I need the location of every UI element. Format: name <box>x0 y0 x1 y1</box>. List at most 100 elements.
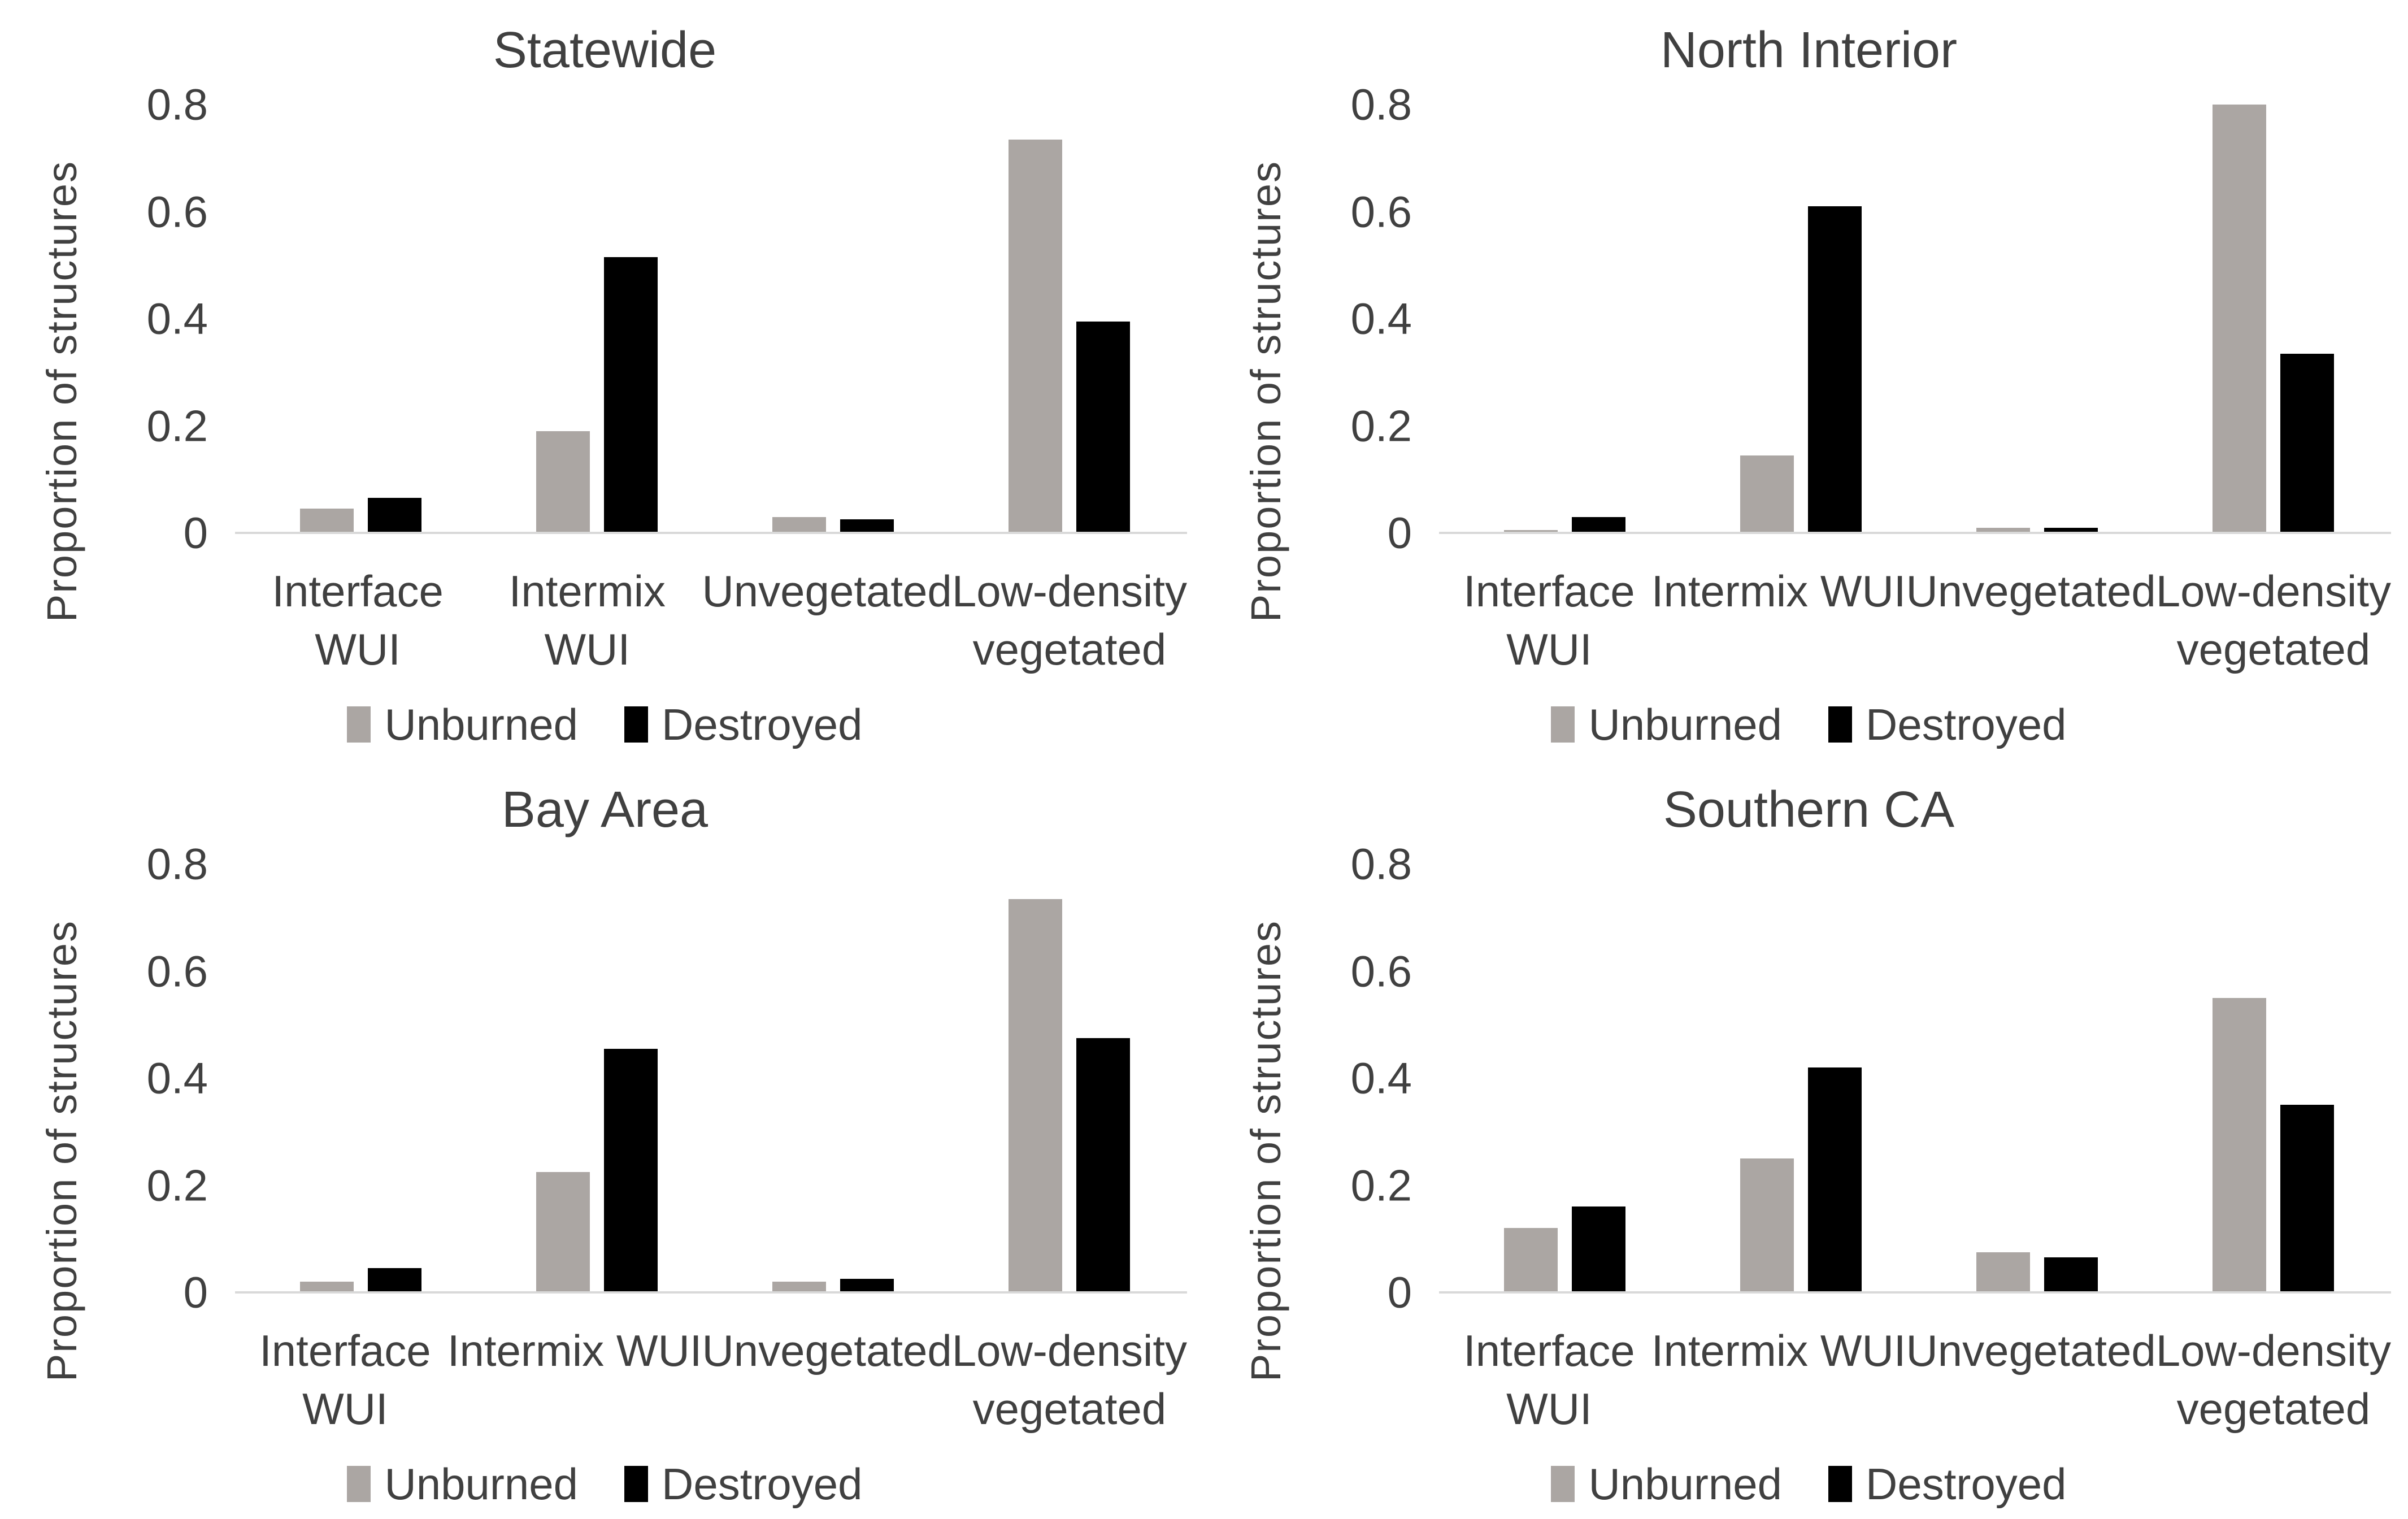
y-axis-title-text: Proportion of structures <box>38 160 86 623</box>
y-tick-label: 0.4 <box>146 1053 208 1103</box>
y-tick-label: 0 <box>1387 507 1412 558</box>
legend-label: Unburned <box>1588 699 1783 749</box>
labels-row: Interface WUI Intermix WUI Unvegetated Low-d… <box>102 1322 1187 1438</box>
legend-swatch-unburned-icon <box>347 1466 371 1503</box>
y-tick-label: 0.8 <box>146 839 208 889</box>
chart-main: Proportion of structures 0.8 0.6 0.4 0.2 0 I… <box>23 839 1187 1438</box>
bar-group-unvegetated <box>715 864 951 1292</box>
y-tick-labels: 0.8 0.6 0.4 0.2 0 <box>1306 80 1447 558</box>
bar-unburned-interface-wui <box>1504 530 1558 533</box>
y-tick-labels: 0.8 0.6 0.4 0.2 0 <box>102 839 243 1317</box>
category-label-line: WUI <box>315 624 401 674</box>
category-label-intermix-wui: Intermix WUI <box>447 1322 702 1438</box>
y-tick-label: 0.8 <box>1350 79 1412 129</box>
labels-spacer <box>1306 1322 1447 1438</box>
bar-unburned-interface-wui <box>300 509 354 533</box>
y-tick-label: 0.2 <box>146 1160 208 1210</box>
plot-area <box>243 105 1187 533</box>
y-axis-title: Proportion of structures <box>23 105 102 679</box>
legend-swatch-unburned-icon <box>1551 1466 1575 1503</box>
chart-title: Bay Area <box>501 782 709 838</box>
bar-destroyed-low-density-vegetated <box>1076 321 1130 533</box>
category-label-line: Interface <box>1463 1326 1635 1375</box>
y-tick-label: 0.2 <box>1350 401 1412 450</box>
bar-group-intermix-wui <box>1683 864 1919 1292</box>
bar-group-intermix-wui <box>1683 105 1919 533</box>
plot-row: 0.8 0.6 0.4 0.2 0 <box>102 839 1187 1317</box>
y-tick-label: 0.6 <box>146 946 208 996</box>
chart-main: Proportion of structures 0.8 0.6 0.4 0.2 0 I… <box>23 80 1188 679</box>
category-label-interface-wui: Interface WUI <box>1447 562 1651 679</box>
labels-row: Interface WUI Intermix WUI Unvegetated Low-d… <box>1306 1322 2391 1438</box>
y-tick-label: 0.4 <box>1350 1053 1412 1103</box>
bar-group-interface-wui <box>243 864 479 1292</box>
legend-label: Unburned <box>1588 1459 1783 1509</box>
category-label-unvegetated: Unvegetated <box>702 1322 951 1438</box>
legend-label: Destroyed <box>1866 1459 2067 1509</box>
bar-destroyed-interface-wui <box>368 498 422 533</box>
bar-group-low-density-vegetated <box>2155 105 2391 533</box>
category-label-line: WUI <box>1506 624 1592 674</box>
legend-label: Destroyed <box>1866 699 2067 749</box>
category-label-low-density-vegetated: Low-density vegetated <box>952 562 1187 679</box>
labels-row: Interface WUI Intermix WUI Unvegetated Low-de… <box>102 562 1187 679</box>
legend: Unburned Destroyed <box>1227 1459 2391 1510</box>
chart-main: Proportion of structures 0.8 0.6 0.4 0.2 0 I… <box>1227 839 2391 1438</box>
legend-swatch-destroyed-icon <box>624 706 649 743</box>
category-label-low-density-vegetated: Low-density vegetated <box>952 1322 1187 1438</box>
x-axis-line <box>235 1291 1187 1294</box>
labels-row: Interface WUI Intermix WUI Unvegetated Low-d… <box>1306 562 2391 679</box>
bar-unburned-intermix-wui <box>536 1171 590 1292</box>
bar-group-low-density-vegetated <box>951 864 1187 1292</box>
legend: Unburned Destroyed <box>23 699 1187 750</box>
y-axis-title: Proportion of structures <box>1227 105 1306 679</box>
bar-unburned-unvegetated <box>772 1282 826 1292</box>
category-label-line: vegetated <box>972 1383 1167 1434</box>
bar-group-unvegetated <box>715 105 951 533</box>
category-label-line: Low-density <box>2155 566 2391 616</box>
bar-group-interface-wui <box>1447 864 1683 1292</box>
bar-group-interface-wui <box>1447 105 1683 533</box>
category-label-line: WUI <box>544 624 631 674</box>
bar-unburned-intermix-wui <box>1740 1158 1794 1292</box>
category-label-line: Intermix <box>508 566 666 616</box>
y-axis-title: Proportion of structures <box>23 864 102 1438</box>
category-label-low-density-vegetated: Low-density vegetated <box>2156 562 2391 679</box>
category-label-line: vegetated <box>2176 624 2371 674</box>
category-label-line: Intermix WUI <box>1651 1326 1906 1375</box>
chart-title: Southern CA <box>1663 782 1955 838</box>
legend-item-unburned: Unburned <box>1551 1459 1782 1510</box>
y-tick-labels: 0.8 0.6 0.4 0.2 0 <box>102 80 243 558</box>
bar-destroyed-intermix-wui <box>1808 206 1862 533</box>
legend-swatch-destroyed-icon <box>624 1466 649 1503</box>
category-labels: Interface WUI Intermix WUI Unvegetated Low-d… <box>1447 1322 2391 1438</box>
plot-area <box>1447 105 2391 533</box>
bar-destroyed-low-density-vegetated <box>2280 1105 2334 1292</box>
category-label-interface-wui: Interface WUI <box>243 1322 447 1438</box>
bar-unburned-unvegetated <box>1976 527 2030 533</box>
bar-unburned-interface-wui <box>300 1282 354 1292</box>
x-axis-line <box>1439 1291 2391 1294</box>
category-label-interface-wui: Interface WUI <box>243 562 472 679</box>
chart-panel-southern-ca: Southern CA Proportion of structures 0.8… <box>1204 760 2408 1519</box>
legend: Unburned Destroyed <box>1227 699 2391 750</box>
bar-destroyed-unvegetated <box>840 519 894 533</box>
bar-group-intermix-wui <box>479 105 715 533</box>
chart-body: 0.8 0.6 0.4 0.2 0 Interface WUI Intermix WUI Un… <box>1306 80 2391 679</box>
y-tick-label: 0.6 <box>146 186 208 236</box>
plot-area <box>243 864 1187 1292</box>
bar-group-unvegetated <box>1919 864 2155 1292</box>
bar-destroyed-unvegetated <box>2044 527 2098 533</box>
legend-item-destroyed: Destroyed <box>624 1459 863 1510</box>
chart-title: North Interior <box>1660 22 1958 79</box>
bar-destroyed-low-density-vegetated <box>2280 353 2334 533</box>
y-tick-label: 0.6 <box>1350 186 1412 236</box>
plot-row: 0.8 0.6 0.4 0.2 0 <box>1306 839 2391 1317</box>
chart-body: 0.8 0.6 0.4 0.2 0 Interface WUI Intermix WUI Unv… <box>102 80 1187 679</box>
bar-unburned-low-density-vegetated <box>2212 105 2266 533</box>
legend-swatch-unburned-icon <box>347 706 371 743</box>
chart-body: 0.8 0.6 0.4 0.2 0 Interface WUI Intermix WUI Un… <box>102 839 1187 1438</box>
y-tick-label: 0.8 <box>1350 839 1412 889</box>
y-tick-label: 0.2 <box>146 401 208 450</box>
category-label-intermix-wui: Intermix WUI <box>1651 1322 1906 1438</box>
